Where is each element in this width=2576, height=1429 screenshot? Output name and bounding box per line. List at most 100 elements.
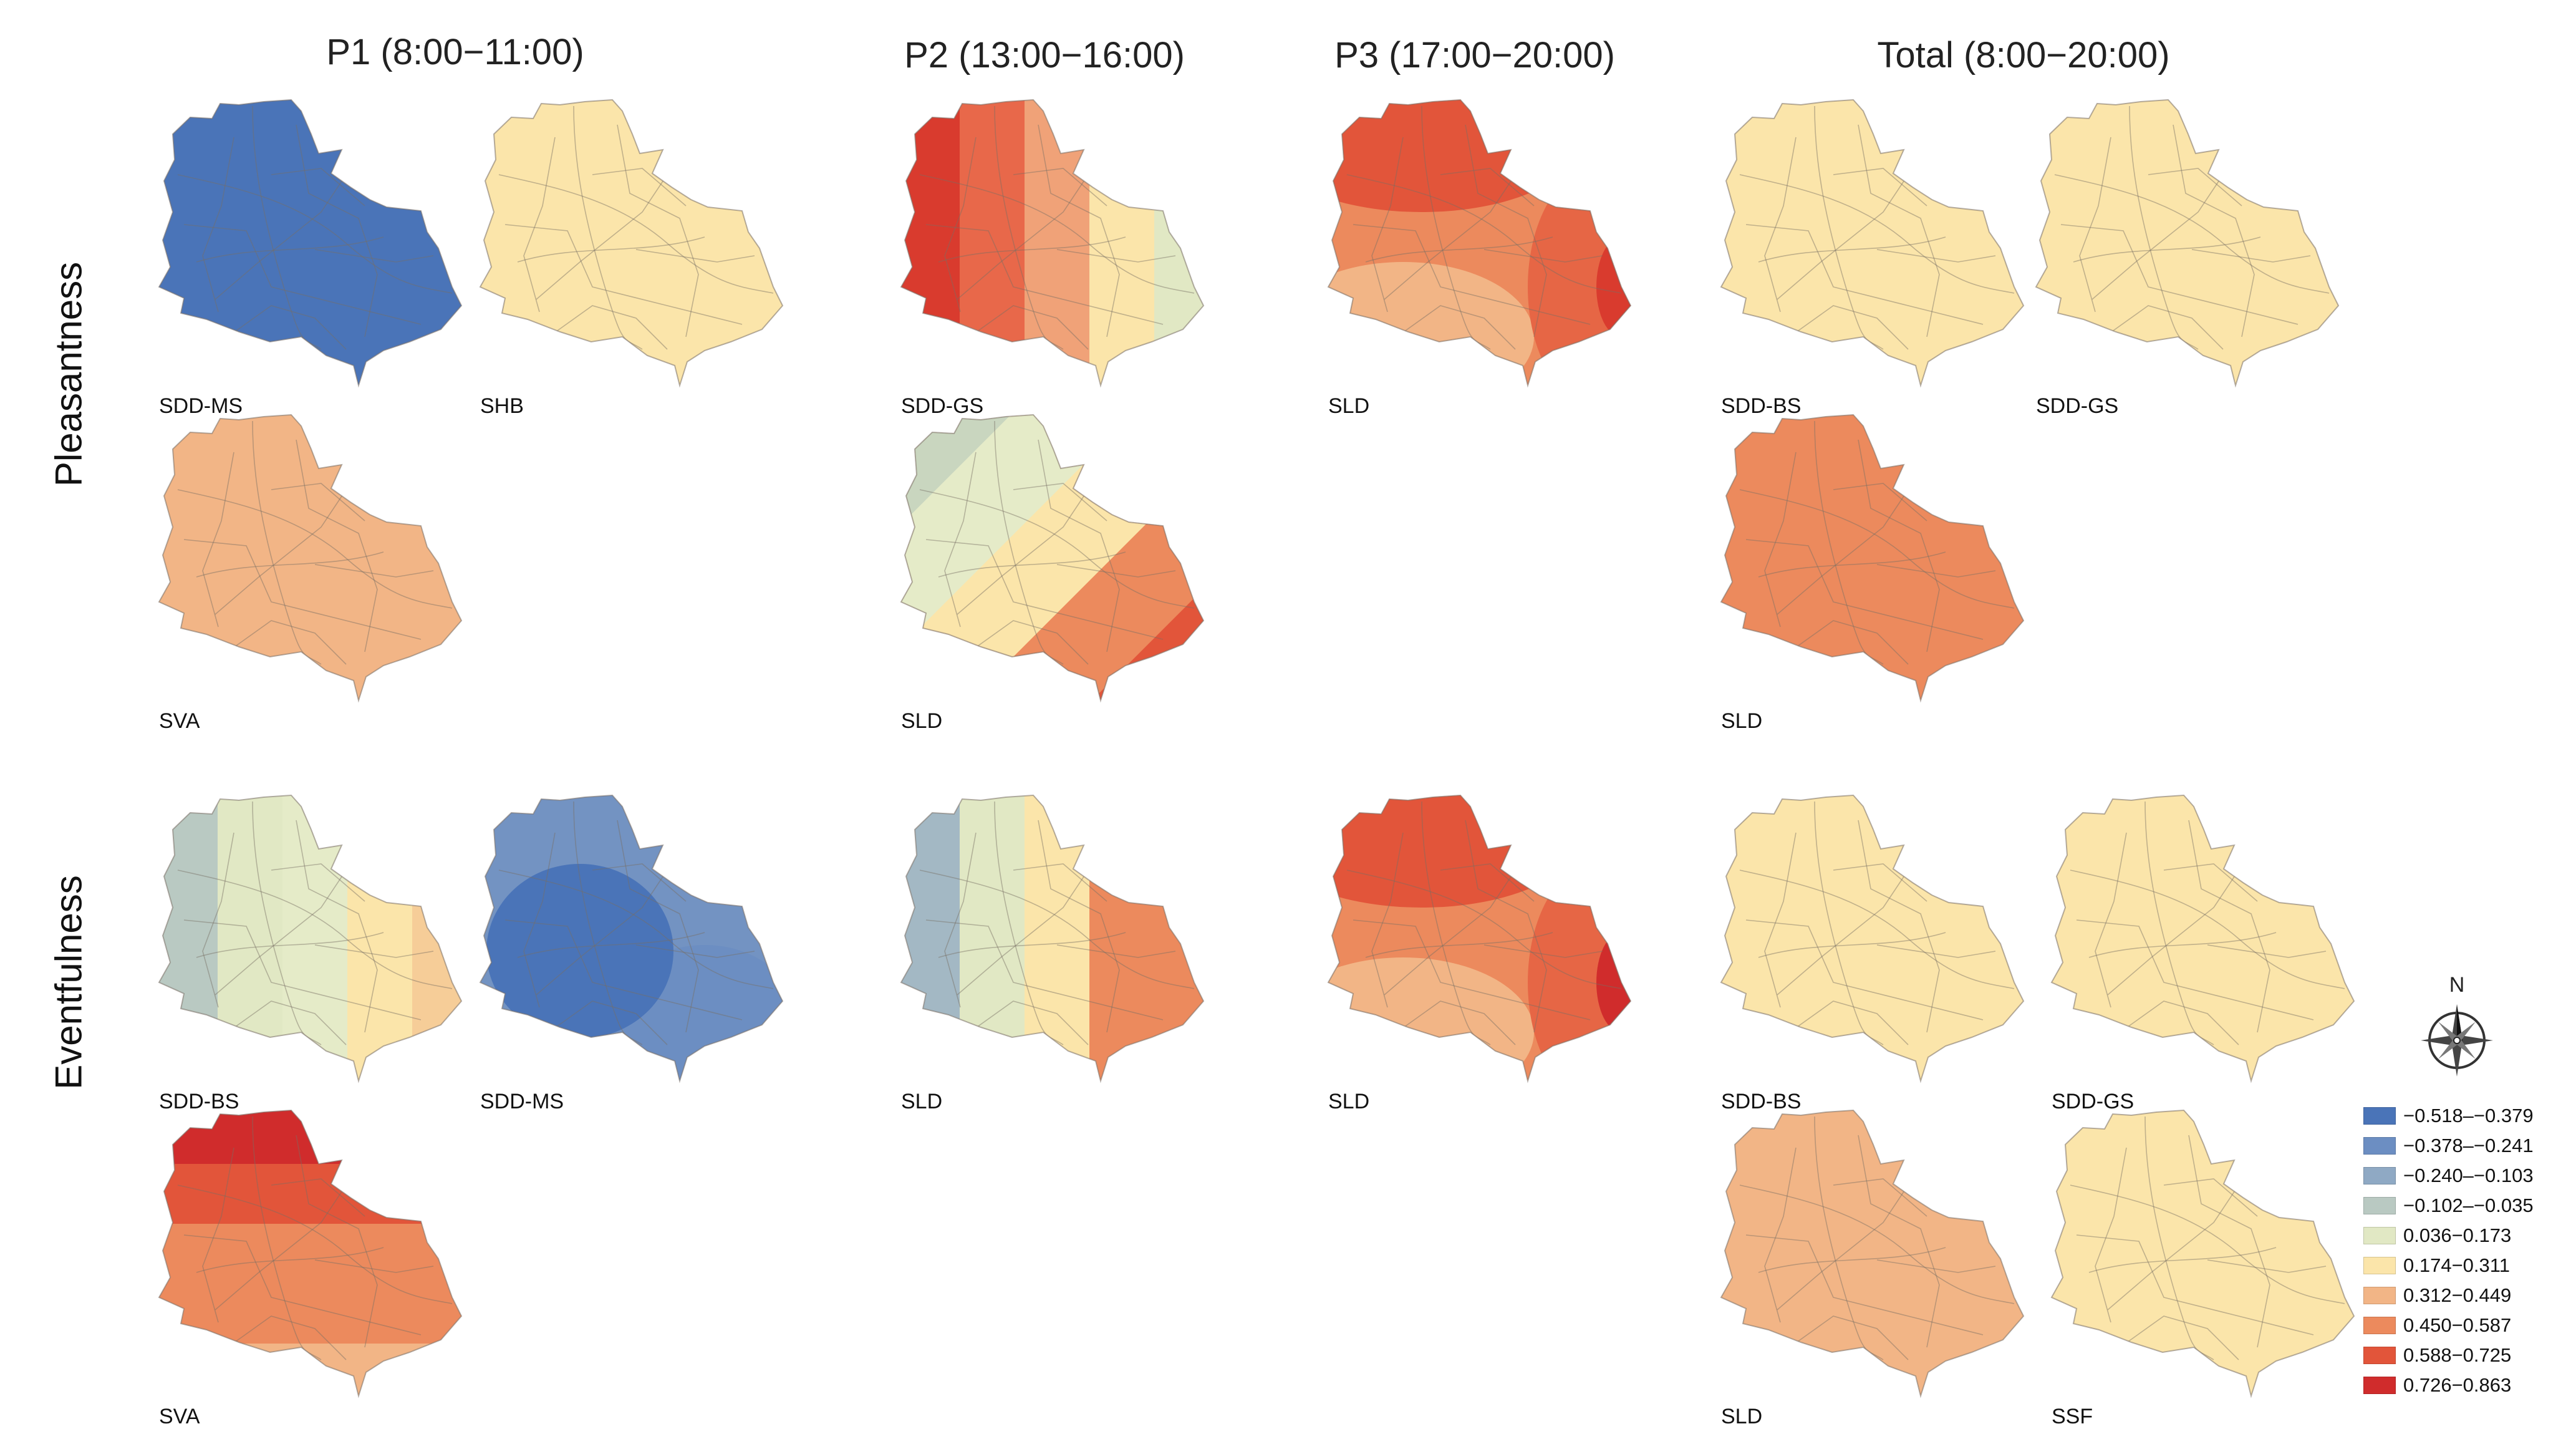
legend-swatch: [2363, 1257, 2396, 1274]
map-label: SDD-GS: [901, 394, 984, 418]
legend-item: 0.726−0.863: [2363, 1370, 2563, 1400]
street-network: [2070, 801, 2345, 1045]
map-graphic: [1327, 794, 1632, 1083]
north-label: N: [2449, 973, 2465, 997]
boundary-outline: [900, 99, 1205, 388]
street-network: [1739, 105, 2015, 350]
map-panel: SDD-BS: [158, 794, 471, 1113]
legend-item: −0.240–−0.103: [2363, 1161, 2563, 1191]
boundary-outline: [158, 99, 463, 388]
map-label: SDD-BS: [1721, 394, 1802, 418]
map-graphic: [1720, 1109, 2025, 1398]
map-panel: SDD-MS: [479, 794, 792, 1113]
map-label: SDD-MS: [159, 394, 243, 418]
value-zones: [1328, 100, 1631, 385]
street-network: [498, 801, 774, 1045]
legend-item: 0.450−0.587: [2363, 1310, 2563, 1340]
map-label: SDD-GS: [2052, 1090, 2135, 1113]
boundary-outline: [900, 414, 1205, 703]
legend-swatch: [2363, 1287, 2396, 1304]
boundary-outline: [1720, 414, 2025, 703]
legend-swatch: [2363, 1197, 2396, 1214]
legend-swatch: [2363, 1107, 2396, 1125]
legend-item: −0.378–−0.241: [2363, 1131, 2563, 1161]
street-network: [2054, 105, 2330, 350]
map-label: SLD: [1328, 394, 1370, 418]
map-graphic: [158, 414, 463, 703]
value-zones: [1328, 795, 1631, 1081]
map-label: SDD-BS: [159, 1090, 239, 1113]
column-title-p3: P3 (17:00−20:00): [1334, 35, 1615, 75]
map-panel: SLD: [1327, 99, 1640, 418]
street-network: [2070, 1116, 2345, 1360]
legend-swatch: [2363, 1377, 2396, 1394]
legend-item: 0.312−0.449: [2363, 1281, 2563, 1310]
legend-label: 0.450−0.587: [2403, 1314, 2512, 1336]
map-label: SDD-MS: [480, 1090, 564, 1113]
map-panel: SDD-BS: [1720, 794, 2033, 1113]
column-title-total: Total (8:00−20:00): [1877, 35, 2170, 75]
map-graphic: [158, 794, 463, 1083]
map-panel: SVA: [158, 1109, 471, 1428]
street-network: [1739, 1116, 2015, 1360]
map-label: SVA: [159, 709, 200, 733]
map-graphic: [479, 794, 784, 1083]
boundary-outline: [900, 794, 1205, 1083]
boundary-outline: [158, 1109, 463, 1398]
boundary-outline: [479, 794, 784, 1083]
map-panel: SLD: [1720, 414, 2033, 733]
legend-swatch: [2363, 1347, 2396, 1364]
boundary-outline: [158, 794, 463, 1083]
map-panel: SLD: [900, 414, 1213, 733]
compass: N: [2419, 973, 2494, 1085]
boundary-outline: [1327, 794, 1632, 1083]
map-panel: SVA: [158, 414, 471, 733]
legend-item: −0.102–−0.035: [2363, 1191, 2563, 1221]
map-graphic: [900, 794, 1205, 1083]
row-title-pleasantness: Pleasantness: [47, 261, 90, 487]
legend-label: 0.312−0.449: [2403, 1284, 2512, 1306]
map-label: SLD: [901, 1090, 943, 1113]
legend-item: 0.174−0.311: [2363, 1251, 2563, 1281]
legend-item: 0.588−0.725: [2363, 1340, 2563, 1370]
map-graphic: [1720, 99, 2025, 388]
boundary-outline: [2050, 1109, 2355, 1398]
legend-label: −0.240–−0.103: [2403, 1165, 2534, 1186]
map-panel: SLD: [1720, 1109, 2033, 1428]
map-graphic: [1720, 794, 2025, 1083]
column-title-p2: P2 (13:00−16:00): [904, 35, 1185, 75]
map-graphic: [479, 99, 784, 388]
boundary-outline: [479, 99, 784, 388]
value-zones: [2036, 100, 2338, 385]
street-network: [919, 105, 1195, 350]
map-label: SSF: [2052, 1405, 2093, 1428]
street-network: [919, 801, 1195, 1045]
boundary-outline: [1720, 794, 2025, 1083]
value-zones: [159, 100, 461, 385]
map-panel: SSF: [2050, 1109, 2363, 1428]
value-zones: [480, 100, 783, 385]
value-zones: [1721, 1110, 2024, 1396]
legend-swatch: [2363, 1167, 2396, 1184]
map-panel: SLD: [900, 794, 1213, 1113]
map-panel: SDD-MS: [158, 99, 471, 418]
legend-label: 0.588−0.725: [2403, 1344, 2512, 1366]
boundary-outline: [158, 414, 463, 703]
value-zones: [1721, 100, 2024, 385]
street-network: [498, 105, 774, 350]
legend: −0.518–−0.379 −0.378–−0.241 −0.240–−0.103 −…: [2363, 1101, 2563, 1400]
map-graphic: [158, 1109, 463, 1398]
map-graphic: [900, 99, 1205, 388]
map-label: SLD: [901, 709, 943, 733]
map-label: SDD-BS: [1721, 1090, 1802, 1113]
value-zones: [2052, 1110, 2354, 1396]
map-label: SDD-GS: [2036, 394, 2119, 418]
map-graphic: [2050, 1109, 2355, 1398]
legend-label: −0.378–−0.241: [2403, 1135, 2534, 1156]
value-zones: [159, 1110, 461, 1396]
map-label: SHB: [480, 394, 524, 418]
map-panel: SDD-BS: [1720, 99, 2033, 418]
boundary-outline: [2035, 99, 2340, 388]
legend-item: 0.036−0.173: [2363, 1221, 2563, 1251]
map-panel: SLD: [1327, 794, 1640, 1113]
